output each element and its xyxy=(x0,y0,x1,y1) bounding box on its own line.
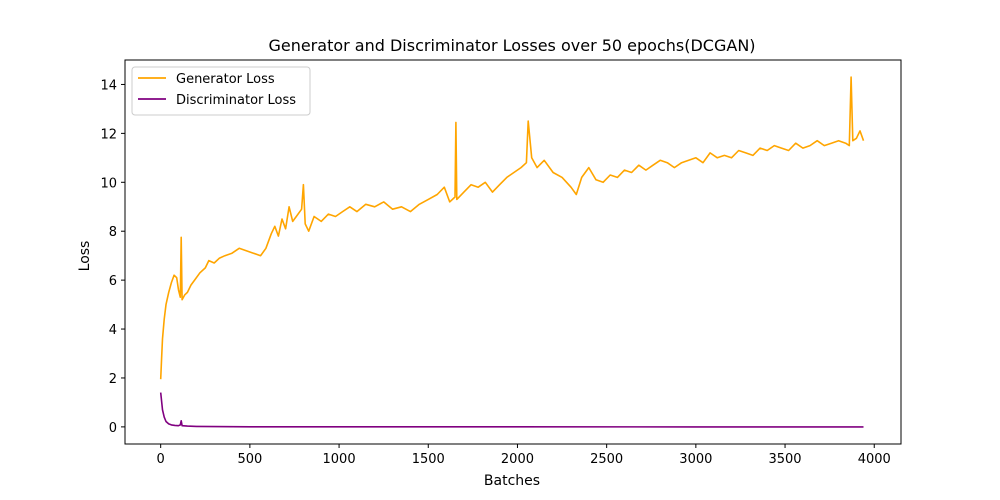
y-tick-label: 10 xyxy=(100,176,117,191)
x-tick-label: 1500 xyxy=(412,452,445,467)
legend-box xyxy=(131,66,311,116)
x-tick-label: 3000 xyxy=(679,452,712,467)
x-tick-label: 2000 xyxy=(501,452,534,467)
series-layer xyxy=(159,76,865,428)
x-tick-label: 4000 xyxy=(858,452,891,467)
y-tick-label: 6 xyxy=(109,274,117,289)
legend-label-generator: Generator Loss xyxy=(176,72,275,87)
tick-layer: 0 500 1000 1500 2000 2500 3000 3500 4000 0 2 4 6 8 10 1… xyxy=(100,78,890,467)
y-tick-label: 8 xyxy=(109,225,117,240)
y-tick-label: 14 xyxy=(100,78,117,93)
legend-label-discriminator: Discriminator Loss xyxy=(176,93,296,108)
y-tick-label: 12 xyxy=(100,127,117,142)
y-tick-label: 4 xyxy=(109,323,117,338)
x-tick-label: 1000 xyxy=(323,452,356,467)
series-line-discriminator-loss xyxy=(159,392,864,428)
y-tick-label: 2 xyxy=(109,372,117,387)
x-tick-label: 2500 xyxy=(590,452,623,467)
chart-title: Generator and Discriminator Losses over … xyxy=(268,36,755,55)
x-axis-label: Batches xyxy=(484,473,540,489)
plot-frame xyxy=(124,59,902,445)
y-axis-label: Loss xyxy=(77,241,93,272)
legend: Generator Loss Discriminator Loss xyxy=(131,66,311,116)
series-line-generator-loss xyxy=(159,76,865,380)
x-tick-label: 0 xyxy=(157,452,165,467)
x-tick-label: 500 xyxy=(237,452,262,467)
x-tick-label: 3500 xyxy=(768,452,801,467)
y-tick-label: 0 xyxy=(109,421,117,436)
